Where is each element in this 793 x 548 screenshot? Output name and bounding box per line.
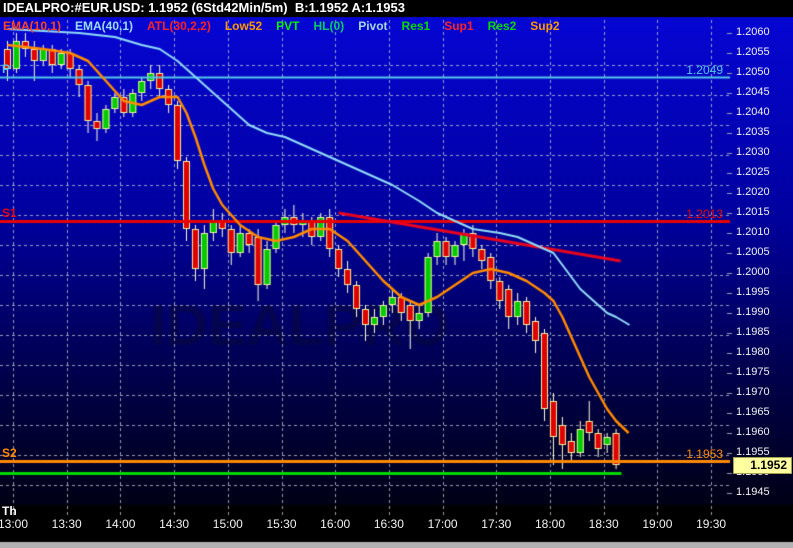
- y-axis-label: 1.2025: [736, 166, 770, 178]
- y-axis-label: 1.1985: [736, 326, 770, 338]
- y-axis-label: 1.2020: [736, 186, 770, 198]
- x-axis-label: 14:00: [105, 517, 136, 531]
- x-axis-label: 16:00: [320, 517, 351, 531]
- x-axis-label: 15:00: [212, 517, 243, 531]
- day-label: Th: [2, 504, 17, 518]
- y-axis-label: 1.2030: [736, 146, 770, 158]
- y-axis-label: 1.2035: [736, 126, 770, 138]
- legend-item-atl-30-2-2[interactable]: ATL(30,2,2): [147, 19, 211, 33]
- x-axis-label: 18:30: [588, 517, 619, 531]
- y-axis-label: 1.2005: [736, 246, 770, 258]
- x-axis-label: 13:00: [0, 517, 29, 531]
- legend-item-sup2[interactable]: Sup2: [530, 19, 560, 33]
- legend-item-pivot[interactable]: Pivot: [358, 19, 388, 33]
- level-name-label-p: P: [2, 62, 11, 76]
- legend-item-res1[interactable]: Res1: [401, 19, 431, 33]
- legend-item-res2[interactable]: Res2: [487, 19, 517, 33]
- level-value-label: 1.1953: [686, 447, 723, 461]
- x-axis-label: 18:00: [534, 517, 566, 531]
- x-axis-label: 16:30: [373, 517, 404, 531]
- x-axis-label: 14:30: [159, 517, 190, 531]
- last-price-box: 1.1952: [733, 457, 792, 474]
- y-axis-label: 1.2010: [736, 226, 770, 238]
- level-name-label-s1: S1: [2, 206, 17, 220]
- y-axis-label: 1.1955: [736, 446, 770, 458]
- x-axis-label: 19:30: [696, 517, 727, 531]
- y-axis-label: 1.1965: [736, 406, 770, 418]
- window-title: IDEALPRO:#EUR.USD: 1.1952 (6Std42Min/5m)…: [0, 0, 793, 17]
- legend-item-pvt[interactable]: PVT: [276, 19, 300, 33]
- level-value-label: 1.2049: [686, 63, 723, 77]
- legend-item-sup1[interactable]: Sup1: [444, 19, 474, 33]
- y-axis-label: 1.2015: [736, 206, 770, 218]
- y-axis-label: 1.2050: [736, 66, 770, 78]
- y-axis-label: 1.1945: [736, 486, 770, 498]
- level-value-label: 1.2013: [686, 207, 723, 221]
- x-axis-label: 17:30: [481, 517, 512, 531]
- y-axis-label: 1.1980: [736, 346, 770, 358]
- y-axis-label: 1.1975: [736, 366, 770, 378]
- x-axis-label: 19:00: [642, 517, 673, 531]
- indicator-legend: EMA(10,1) EMA(40,1) ATL(30,2,2) Low52 PVT HL(…: [3, 19, 560, 33]
- legend-item-low52[interactable]: Low52: [224, 19, 263, 33]
- level-name-label-s2: S2: [2, 446, 17, 460]
- x-axis-label: 15:30: [266, 517, 297, 531]
- legend-item-ema-10-1[interactable]: EMA(10,1): [3, 19, 62, 33]
- y-axis-label: 1.2060: [736, 26, 770, 38]
- legend-item-hl-0[interactable]: HL(0): [313, 19, 345, 33]
- y-axis-label: 1.1990: [736, 306, 770, 318]
- y-axis-label: 1.2000: [736, 266, 770, 278]
- legend-item-ema-40-1[interactable]: EMA(40,1): [75, 19, 134, 33]
- y-axis-label: 1.2055: [736, 46, 770, 58]
- x-axis-label: 17:00: [427, 517, 458, 531]
- x-axis-label: 13:30: [51, 517, 82, 531]
- y-axis-label: 1.1970: [736, 386, 770, 398]
- y-axis-label: 1.2040: [736, 106, 770, 118]
- y-axis-label: 1.2045: [736, 86, 770, 98]
- y-axis-label: 1.1960: [736, 426, 770, 438]
- y-axis-label: 1.1995: [736, 286, 770, 298]
